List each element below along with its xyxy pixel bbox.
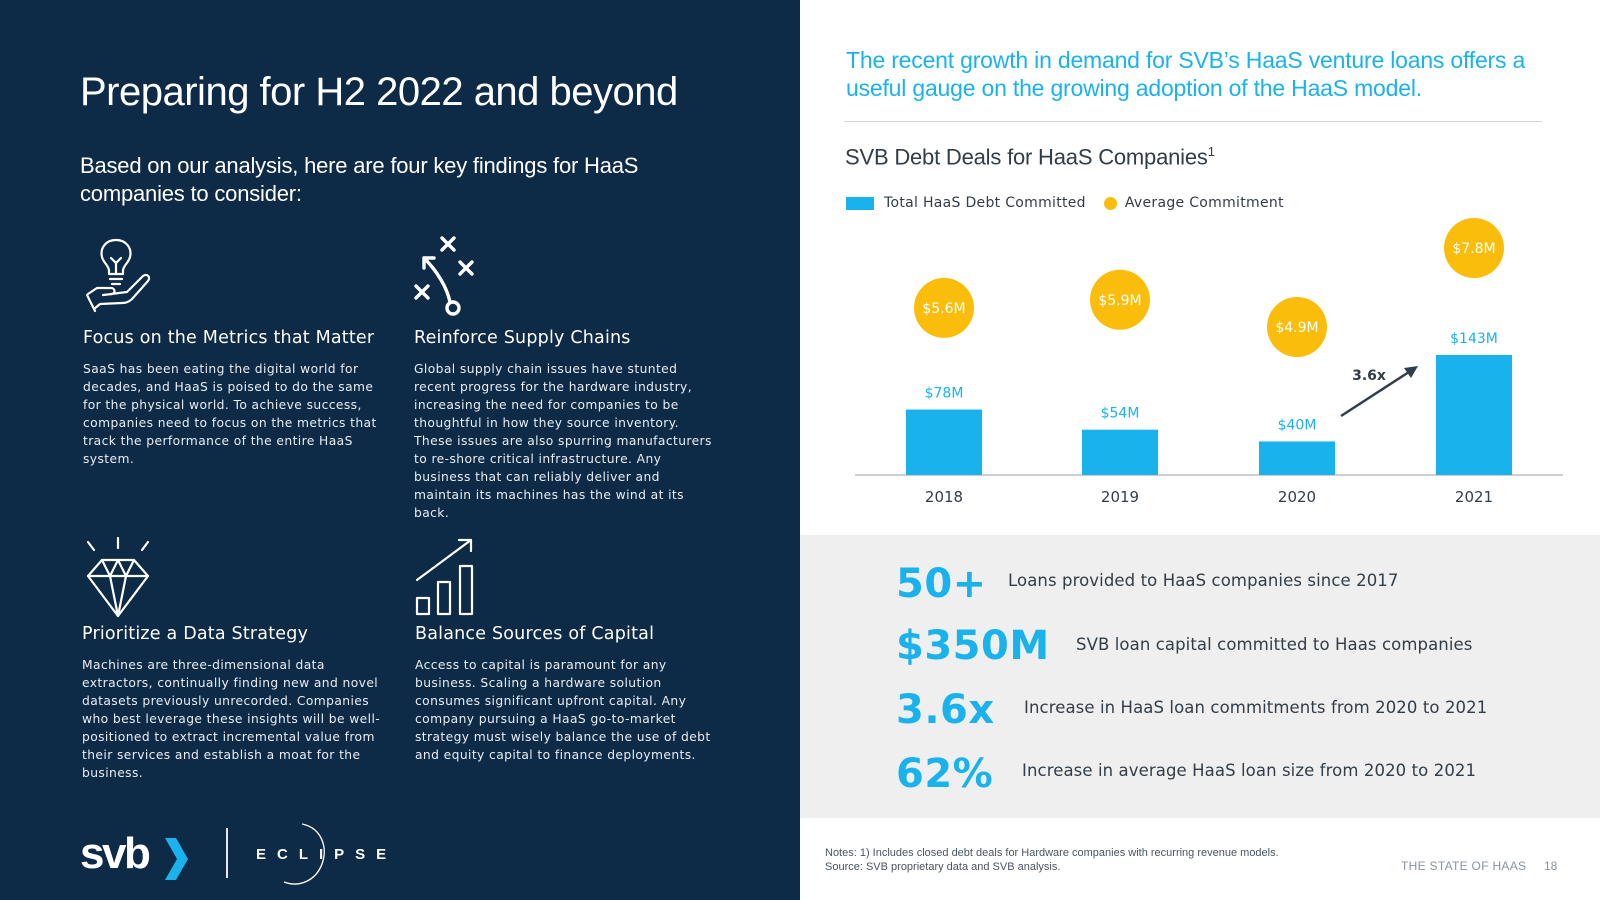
legend-label-total: Total HaaS Debt Committed: [884, 195, 1086, 211]
eclipse-logo: ECLIPSE: [256, 846, 398, 863]
left-panel: Preparing for H2 2022 and beyond Based o…: [0, 0, 800, 900]
x-tick-label: 2019: [1101, 488, 1139, 506]
chart-title-footnote: 1: [1207, 144, 1215, 159]
bar-value-label: $143M: [1450, 331, 1498, 347]
stat-value: 62%: [896, 751, 994, 797]
card-heading: Balance Sources of Capital: [415, 624, 655, 644]
chart-legend: Total HaaS Debt Committed Average Commitm…: [846, 195, 1284, 211]
x-tick-label: 2020: [1278, 488, 1316, 506]
stats-panel: 50+ Loans provided to HaaS companies sin…: [800, 535, 1600, 818]
chart-title: SVB Debt Deals for HaaS Companies1: [845, 144, 1215, 170]
card-heading: Reinforce Supply Chains: [414, 328, 631, 348]
avg-commitment-dot-2018: [914, 277, 974, 338]
stat-label: Increase in HaaS loan commitments from 2…: [1024, 698, 1488, 717]
finding-card-supply: Reinforce Supply Chains Global supply ch…: [414, 236, 714, 520]
page-subtitle: Based on our analysis, here are four key…: [80, 153, 639, 206]
x-tick-label: 2021: [1455, 488, 1493, 506]
growth-arrow-head: [1404, 366, 1418, 378]
divider: [844, 121, 1542, 122]
svb-logo: svb: [80, 829, 151, 878]
avg-commitment-dot-2020: [1267, 297, 1327, 357]
growth-chart-icon: [415, 538, 474, 616]
card-body: Access to capital is paramount for any b…: [415, 658, 711, 762]
page-title: Preparing for H2 2022 and beyond: [80, 70, 678, 114]
headline: The recent growth in demand for SVB’s Ha…: [846, 47, 1526, 101]
bar-value-label: $78M: [925, 386, 964, 402]
diamond-icon: [86, 536, 150, 618]
card-body: Global supply chain issues have stunted …: [414, 362, 712, 520]
note-line: Notes: 1) Includes closed debt deals for…: [825, 847, 1279, 859]
finding-card-data: Prioritize a Data Strategy Machines are …: [82, 536, 382, 786]
chart-title-text: SVB Debt Deals for HaaS Companies: [845, 144, 1208, 170]
stat-value: 3.6x: [896, 687, 995, 733]
stat-label: SVB loan capital committed to Haas compa…: [1076, 635, 1473, 654]
eclipse-arc-icon: [283, 823, 325, 885]
bar-chart: $78M 2018 $5.6M $54M 2019 $5.9M $40M 2020 $4.9M $…: [855, 218, 1563, 506]
avg-commitment-label: $5.6M: [922, 301, 965, 317]
bar-total-2020: [1259, 441, 1335, 475]
bar-total-2018: [906, 409, 982, 475]
page-number: 18: [1544, 859, 1558, 873]
bar-total-2019: [1082, 429, 1158, 475]
avg-commitment-dot-2019: [1090, 269, 1150, 330]
avg-commitment-label: $7.8M: [1452, 241, 1495, 257]
bar-value-label: $40M: [1278, 417, 1317, 433]
legend-swatch-total: [846, 196, 874, 210]
footer-report-name: THE STATE OF HAAS: [1401, 859, 1527, 873]
lightbulb-hand-icon: [85, 238, 151, 313]
legend-label-average: Average Commitment: [1124, 195, 1284, 211]
card-body: SaaS has been eating the digital world f…: [83, 362, 377, 466]
card-heading: Focus on the Metrics that Matter: [83, 328, 375, 348]
legend-swatch-average: [1103, 196, 1117, 210]
growth-annotation-label: 3.6x: [1352, 368, 1386, 384]
strategy-play-icon: [414, 236, 474, 316]
x-tick-label: 2018: [925, 488, 963, 506]
logo-divider: [226, 828, 228, 878]
bar-value-label: $54M: [1101, 406, 1140, 422]
growth-arrow-line: [1340, 368, 1413, 418]
card-body: Machines are three-dimensional data extr…: [82, 658, 381, 780]
stat-label: Loans provided to HaaS companies since 2…: [1008, 571, 1399, 590]
avg-commitment-label: $5.9M: [1098, 293, 1141, 309]
stat-label: Increase in average HaaS loan size from …: [1022, 761, 1477, 780]
avg-commitment-dot-2021: [1444, 218, 1504, 278]
stat-value: 50+: [896, 561, 987, 607]
avg-commitment-label: $4.9M: [1275, 320, 1318, 336]
card-heading: Prioritize a Data Strategy: [82, 624, 309, 644]
finding-card-capital: Balance Sources of Capital Access to cap…: [415, 536, 715, 766]
source-line: Source: SVB proprietary data and SVB ana…: [825, 861, 1061, 873]
footnotes: Notes: 1) Includes closed debt deals for…: [825, 846, 1279, 874]
stat-value: $350M: [896, 623, 1050, 669]
bar-total-2021: [1436, 355, 1512, 475]
svb-chevron-icon: [165, 838, 188, 880]
finding-card-metrics: Focus on the Metrics that Matter SaaS ha…: [83, 236, 383, 476]
